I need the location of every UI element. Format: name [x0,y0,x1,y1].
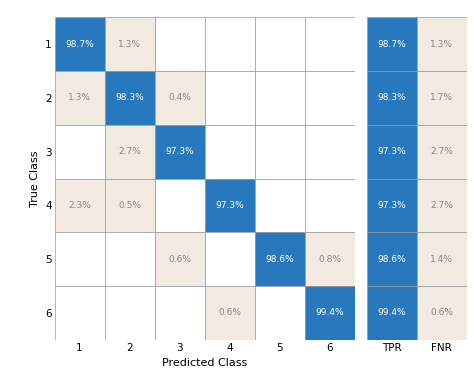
Text: 97.3%: 97.3% [377,147,406,156]
Text: 1.3%: 1.3% [118,40,141,49]
Bar [305,71,355,125]
Bar [105,71,155,125]
Bar [155,125,205,179]
Bar [367,286,417,340]
Bar [417,71,467,125]
Text: 0.6%: 0.6% [430,308,453,318]
Text: 98.7%: 98.7% [65,40,94,49]
Text: 0.5%: 0.5% [118,201,141,210]
Text: 97.3%: 97.3% [165,147,194,156]
Text: 0.4%: 0.4% [168,93,191,103]
Bar [205,179,255,232]
Text: 1.3%: 1.3% [430,40,453,49]
Bar [367,179,417,232]
Bar [155,17,205,71]
Text: 99.4%: 99.4% [377,308,406,318]
Bar [367,125,417,179]
Bar [105,232,155,286]
Bar [255,71,305,125]
Text: 98.7%: 98.7% [377,40,406,49]
Bar [155,179,205,232]
Bar [255,179,305,232]
Bar [255,17,305,71]
Bar [417,286,467,340]
Text: 98.6%: 98.6% [265,255,294,264]
Bar [305,179,355,232]
Text: 0.6%: 0.6% [168,255,191,264]
Text: 0.6%: 0.6% [218,308,241,318]
Bar [55,125,105,179]
Text: 1.4%: 1.4% [430,255,453,264]
Text: 2.7%: 2.7% [118,147,141,156]
Bar [305,125,355,179]
Bar [105,125,155,179]
Bar [305,232,355,286]
Text: 2.3%: 2.3% [68,201,91,210]
Bar [55,71,105,125]
Bar [105,179,155,232]
Bar [255,125,305,179]
Bar [367,17,417,71]
Bar [55,232,105,286]
Bar [205,232,255,286]
Text: 99.4%: 99.4% [316,308,344,318]
Text: 98.6%: 98.6% [377,255,406,264]
Bar [255,232,305,286]
Bar [155,71,205,125]
Text: 1.7%: 1.7% [430,93,453,103]
Bar [417,17,467,71]
Bar [55,17,105,71]
Y-axis label: True Class: True Class [29,150,39,207]
Bar [205,125,255,179]
Bar [205,286,255,340]
Bar [105,286,155,340]
Text: 98.3%: 98.3% [377,93,406,103]
Bar [55,286,105,340]
Text: 0.8%: 0.8% [318,255,341,264]
Bar [105,17,155,71]
Bar [417,125,467,179]
Bar [367,71,417,125]
Text: 97.3%: 97.3% [215,201,244,210]
Bar [367,232,417,286]
Text: 2.7%: 2.7% [430,147,453,156]
Bar [417,232,467,286]
Bar [55,179,105,232]
Text: 1.3%: 1.3% [68,93,91,103]
X-axis label: Predicted Class: Predicted Class [162,358,247,368]
Bar [255,286,305,340]
Bar [155,286,205,340]
Text: 2.7%: 2.7% [430,201,453,210]
Bar [205,71,255,125]
Text: 98.3%: 98.3% [115,93,144,103]
Bar [205,17,255,71]
Bar [155,232,205,286]
Bar [305,17,355,71]
Bar [305,286,355,340]
Text: 97.3%: 97.3% [377,201,406,210]
Bar [417,179,467,232]
